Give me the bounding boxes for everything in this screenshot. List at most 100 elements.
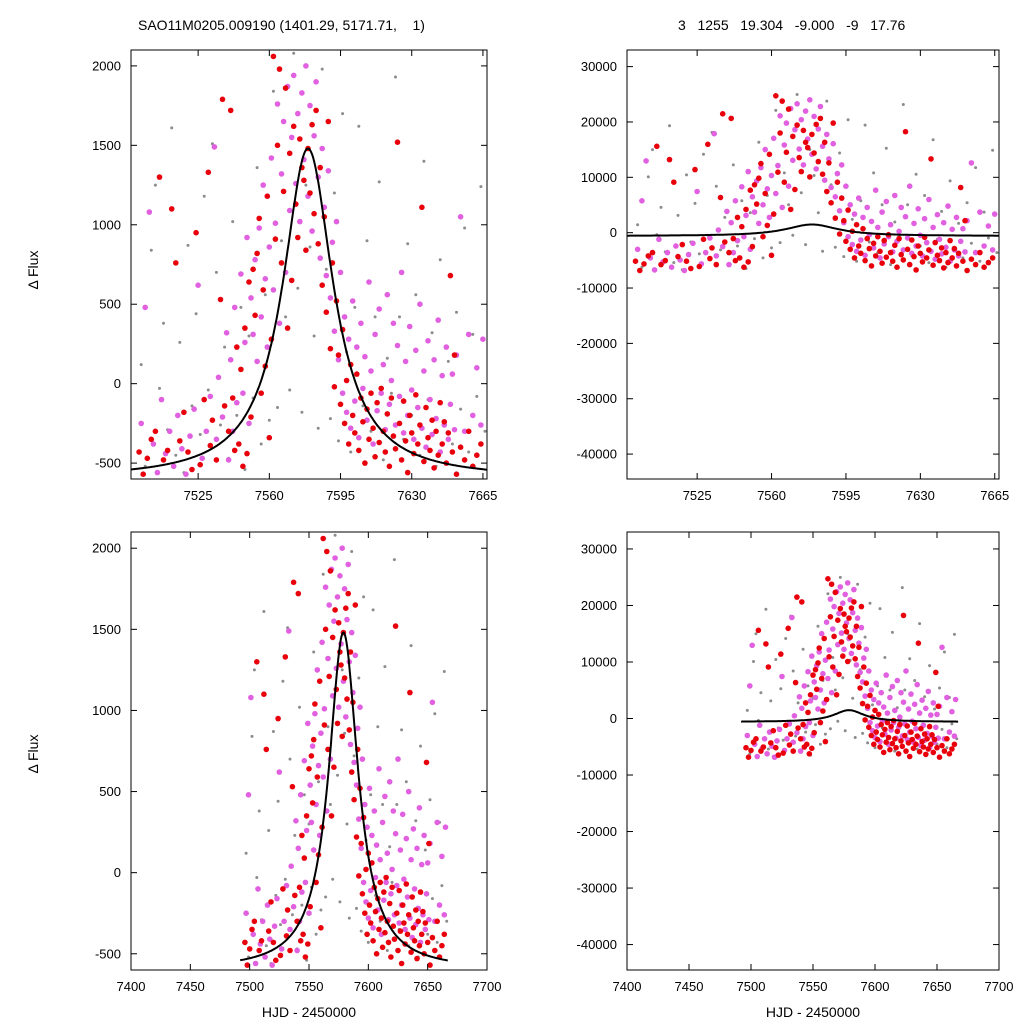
data-point-red	[399, 902, 406, 908]
data-point-magenta	[299, 90, 305, 96]
data-point-gray	[769, 699, 773, 703]
data-point-gray	[373, 315, 377, 319]
data-point-magenta	[908, 691, 914, 697]
x-tick: 7560	[255, 50, 284, 503]
data-point-gray	[908, 657, 912, 661]
data-point-gray	[781, 738, 785, 742]
data-point-magenta	[421, 832, 427, 839]
data-point-magenta	[394, 882, 400, 889]
data-point-red	[786, 742, 793, 748]
data-point-red	[914, 733, 920, 739]
data-point-magenta	[302, 879, 309, 886]
data-point-red	[807, 692, 814, 698]
data-point-magenta	[315, 762, 322, 769]
data-point-gray	[404, 780, 408, 784]
data-point-red	[385, 939, 392, 946]
data-point-magenta	[332, 555, 338, 561]
data-point-magenta	[401, 876, 407, 882]
data-point-red	[649, 249, 656, 256]
x-tick-label: 7525	[683, 488, 712, 503]
data-point-magenta	[726, 261, 732, 268]
data-point-gray	[736, 244, 739, 248]
data-point-red	[902, 732, 908, 739]
data-point-red	[851, 599, 857, 605]
data-point-red	[268, 899, 274, 905]
data-point-red	[926, 247, 932, 253]
data-point-red	[439, 441, 446, 447]
data-point-gray	[288, 388, 292, 392]
data-point-red	[787, 731, 794, 737]
data-point-red	[318, 925, 324, 931]
data-point-gray	[475, 394, 479, 398]
data-point-magenta	[900, 247, 907, 253]
data-point-magenta	[916, 710, 923, 716]
data-point-red	[843, 628, 850, 635]
data-point-red	[316, 678, 323, 684]
data-point-red	[827, 614, 834, 620]
data-point-red	[935, 703, 941, 710]
data-point-red	[258, 390, 265, 397]
data-point-red	[894, 264, 900, 271]
data-point-red	[904, 723, 910, 729]
data-point-red	[842, 623, 848, 630]
data-point-red	[427, 962, 433, 968]
data-point-gray	[414, 293, 418, 297]
data-point-red	[888, 723, 894, 730]
data-point-red	[301, 855, 308, 861]
data-point-red	[852, 656, 858, 662]
data-point-magenta	[866, 668, 872, 674]
data-point-red	[931, 736, 938, 743]
data-point-red	[205, 169, 212, 176]
data-point-red	[246, 279, 252, 285]
data-point-red	[857, 685, 863, 691]
data-point-red	[317, 164, 324, 171]
data-point-red	[930, 749, 937, 756]
data-point-red	[409, 894, 416, 900]
data-point-magenta	[884, 710, 891, 716]
y-tick-label: -20000	[577, 824, 617, 839]
data-point-red	[426, 840, 432, 847]
data-point-magenta	[245, 792, 252, 798]
data-point-magenta	[416, 805, 423, 811]
data-point-magenta	[820, 670, 826, 677]
data-points	[136, 51, 487, 478]
data-point-red	[831, 633, 837, 640]
data-point-magenta	[317, 255, 324, 261]
y-tick-label: 0	[610, 225, 617, 240]
data-point-gray	[940, 727, 944, 731]
x-tick-label: 7595	[831, 488, 860, 503]
data-point-red	[868, 263, 875, 269]
data-point-magenta	[923, 239, 930, 246]
data-point-red	[916, 748, 923, 755]
x-tick: 7450	[176, 532, 205, 994]
data-point-magenta	[822, 657, 829, 663]
data-point-red	[408, 430, 415, 436]
data-point-gray	[782, 171, 786, 175]
data-point-magenta	[305, 720, 311, 727]
data-point-magenta	[842, 591, 848, 598]
data-point-gray	[868, 601, 872, 605]
data-point-magenta	[807, 698, 814, 704]
data-point-red	[352, 602, 359, 608]
data-point-magenta	[818, 630, 825, 637]
data-point-magenta	[276, 769, 283, 775]
data-point-magenta	[875, 224, 881, 231]
data-point-red	[785, 625, 791, 632]
data-point-gray	[304, 183, 308, 187]
data-point-red	[395, 947, 401, 954]
data-point-red	[770, 727, 777, 734]
data-point-red	[410, 925, 417, 931]
y-tick-label: 500	[99, 297, 121, 312]
data-point-magenta	[299, 889, 305, 895]
data-point-gray	[796, 701, 800, 705]
data-point-magenta	[764, 186, 771, 192]
data-point-gray	[381, 458, 385, 462]
data-point-red	[300, 931, 306, 938]
data-point-gray	[853, 736, 857, 739]
data-point-magenta	[408, 387, 415, 393]
data-point-magenta	[685, 251, 692, 258]
data-point-magenta	[845, 233, 851, 240]
data-point-magenta	[150, 441, 157, 447]
data-point-magenta	[259, 918, 266, 925]
data-point-gray	[676, 213, 680, 217]
